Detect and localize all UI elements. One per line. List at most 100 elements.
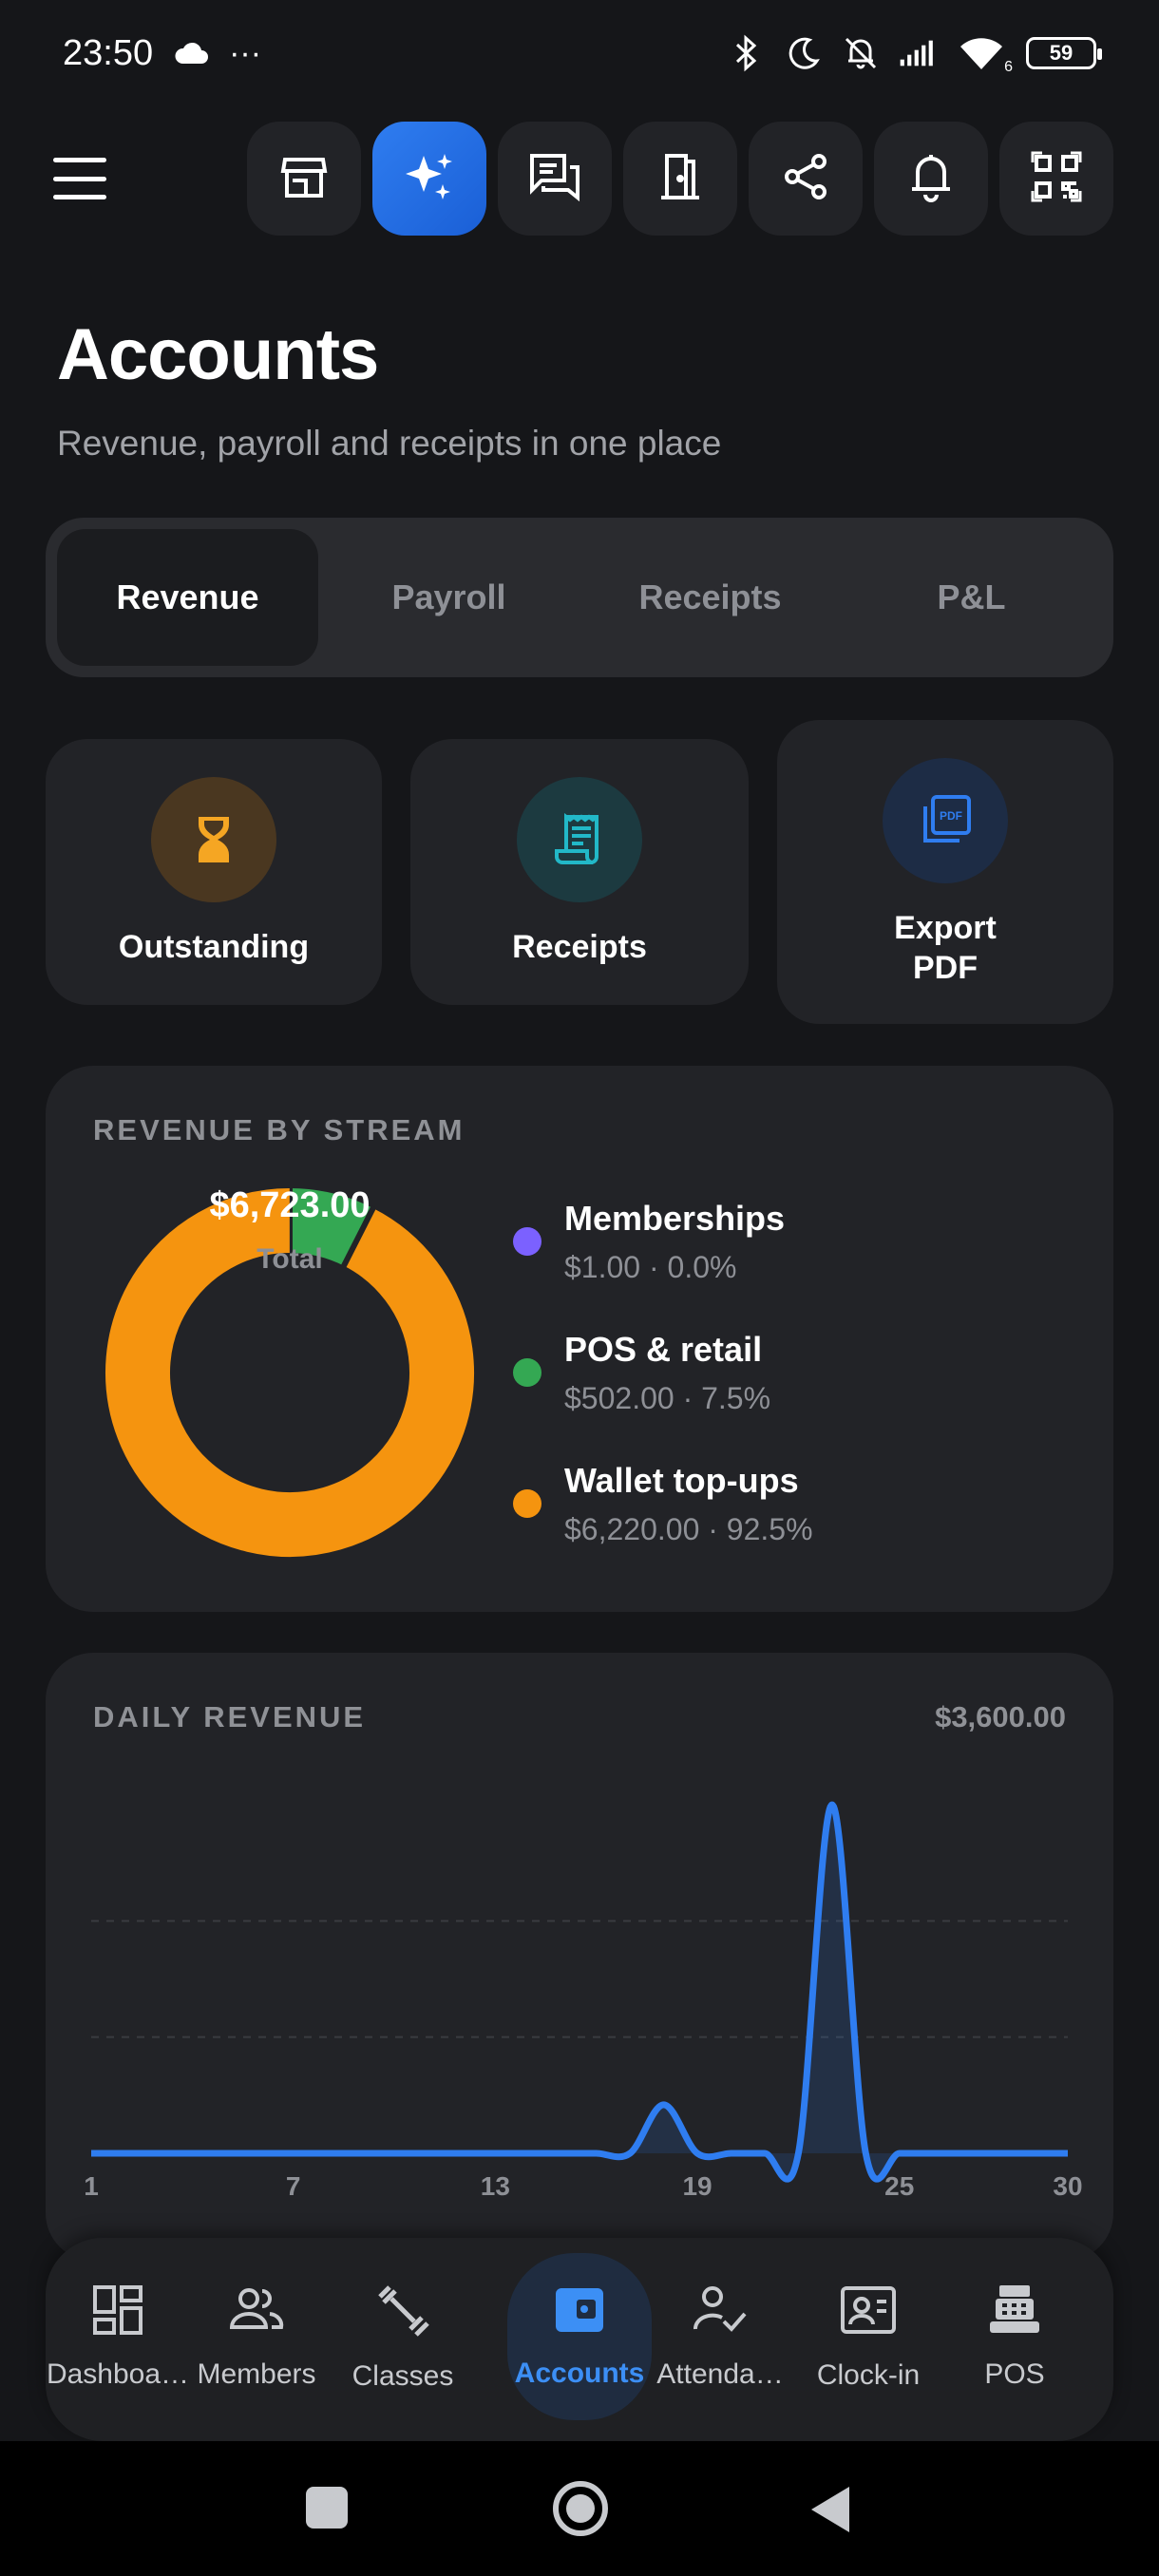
daily-revenue-title: DAILY REVENUE — [93, 1700, 367, 1733]
share-button[interactable] — [749, 122, 863, 236]
moon-icon — [785, 34, 823, 72]
x-tick-label: 30 — [1053, 2171, 1083, 2201]
nav-attendance[interactable]: Attenda… — [648, 2253, 792, 2420]
legend-name: Memberships — [564, 1199, 786, 1238]
status-bar: 23:50 ··· 6 59 — [0, 0, 1159, 106]
back-button[interactable] — [808, 2485, 853, 2539]
x-tick-label: 7 — [285, 2171, 301, 2201]
nav-clock-in[interactable]: Clock-in — [796, 2253, 940, 2420]
x-tick-label: 13 — [480, 2171, 510, 2201]
nav-label: POS — [984, 2358, 1045, 2390]
chat-button[interactable] — [498, 122, 612, 236]
daily-revenue-max: $3,600.00 — [935, 1700, 1066, 1733]
nav-members[interactable]: Members — [184, 2253, 329, 2420]
donut-center: $6,723.00 Total — [106, 1185, 473, 1276]
donut-separator — [340, 1204, 377, 1269]
tab-receipts[interactable]: Receipts — [638, 578, 782, 616]
sparkle-icon — [401, 148, 458, 210]
door-icon — [657, 152, 703, 206]
nav-label: Members — [197, 2358, 316, 2390]
export-pdf-card[interactable]: PDF Export PDF — [777, 720, 1113, 1024]
revenue-donut-chart — [105, 1186, 474, 1557]
legend-dot-pos-retail — [513, 1358, 542, 1387]
qr-scan-button[interactable] — [999, 122, 1113, 236]
export-pdf-label-line1: Export — [894, 910, 997, 946]
donut-total-value: $6,723.00 — [209, 1185, 370, 1225]
ai-assistant-button[interactable] — [372, 122, 486, 236]
nav-label: Accounts — [514, 2357, 645, 2389]
accounts-tabs: Revenue Payroll Receipts P&L — [46, 518, 1113, 677]
wifi-icon: 6 — [956, 34, 1013, 75]
receipts-card[interactable]: Receipts — [410, 739, 749, 1005]
x-tick-label: 1 — [84, 2171, 99, 2201]
bottom-navigation: Dashboa… Members Classes Accounts Attend… — [46, 2238, 1113, 2441]
x-tick-label: 19 — [682, 2171, 712, 2201]
page-title: Accounts — [57, 314, 379, 395]
home-button[interactable] — [553, 2481, 608, 2536]
store-button[interactable] — [247, 122, 361, 236]
tab-revenue[interactable]: Revenue — [57, 529, 318, 666]
wallet-icon — [552, 2284, 607, 2340]
bluetooth-icon — [728, 34, 766, 72]
nav-label: Classes — [352, 2359, 454, 2392]
nav-pos[interactable]: POS — [942, 2253, 1087, 2420]
donut-slice-wallet-top-ups — [105, 1188, 474, 1557]
top-app-bar — [0, 122, 1159, 236]
legend-dot-wallet-top-ups — [513, 1489, 542, 1518]
nav-classes[interactable]: Classes — [331, 2253, 475, 2420]
outstanding-label: Outstanding — [118, 929, 310, 965]
daily-revenue-card: DAILY REVENUE — [46, 1653, 1113, 2261]
legend-name: POS & retail — [564, 1330, 763, 1369]
legend-dot-memberships — [513, 1227, 542, 1256]
clock-in-icon — [839, 2282, 898, 2342]
menu-icon[interactable] — [49, 152, 110, 205]
share-icon — [781, 152, 830, 206]
dashboard-icon — [91, 2283, 144, 2341]
battery-indicator: 59 — [1026, 37, 1102, 69]
cash-register-icon — [986, 2283, 1043, 2341]
line-area — [91, 1805, 1068, 2180]
svg-text:PDF: PDF — [940, 809, 962, 823]
donut-total-label: Total — [256, 1243, 323, 1275]
daily-revenue-line-chart — [91, 1801, 1068, 2183]
outstanding-card[interactable]: Outstanding — [46, 739, 382, 1005]
system-navigation-bar — [0, 2441, 1159, 2576]
receipts-label: Receipts — [512, 929, 647, 965]
mute-icon — [842, 34, 880, 72]
store-icon — [279, 152, 329, 206]
nav-accounts[interactable]: Accounts — [507, 2253, 652, 2420]
revenue-by-stream-title: REVENUE BY STREAM — [93, 1113, 466, 1146]
legend-value: $6,220.00 · 92.5% — [564, 1512, 813, 1546]
nav-label: Clock-in — [816, 2358, 921, 2391]
nav-label: Dashboa… — [46, 2358, 190, 2390]
cloud-icon — [172, 34, 210, 72]
export-pdf-label: Export PDF — [894, 908, 997, 988]
qr-code-icon — [1031, 151, 1082, 207]
page-subtitle: Revenue, payroll and receipts in one pla… — [57, 424, 722, 463]
legend-name: Wallet top-ups — [564, 1461, 799, 1500]
tab-payroll[interactable]: Payroll — [391, 578, 506, 616]
receipt-icon — [517, 777, 642, 902]
notifications-button[interactable] — [874, 122, 988, 236]
chat-icon — [528, 152, 581, 206]
battery-level: 59 — [1049, 41, 1074, 65]
door-button[interactable] — [623, 122, 737, 236]
legend-value: $502.00 · 7.5% — [564, 1381, 771, 1415]
bell-icon — [908, 151, 954, 207]
tab-pnl[interactable]: P&L — [937, 578, 1006, 616]
nav-label: Attenda… — [656, 2358, 784, 2390]
dumbbell-icon — [374, 2282, 431, 2343]
nav-dashboard[interactable]: Dashboa… — [46, 2253, 190, 2420]
series-line-daily-revenue — [91, 1801, 1068, 2183]
x-tick-label: 25 — [884, 2171, 915, 2201]
recents-button[interactable] — [306, 2487, 348, 2529]
status-time: 23:50 — [63, 32, 154, 73]
signal-icon — [899, 34, 937, 72]
wifi-sub: 6 — [1004, 59, 1013, 75]
status-more: ··· — [229, 34, 262, 71]
pdf-icon: PDF — [883, 758, 1008, 883]
export-pdf-label-line2: PDF — [913, 950, 978, 986]
donut-slice-pos-retail — [289, 1188, 373, 1267]
legend-value: $1.00 · 0.0% — [564, 1250, 737, 1284]
attendance-icon — [692, 2283, 749, 2341]
